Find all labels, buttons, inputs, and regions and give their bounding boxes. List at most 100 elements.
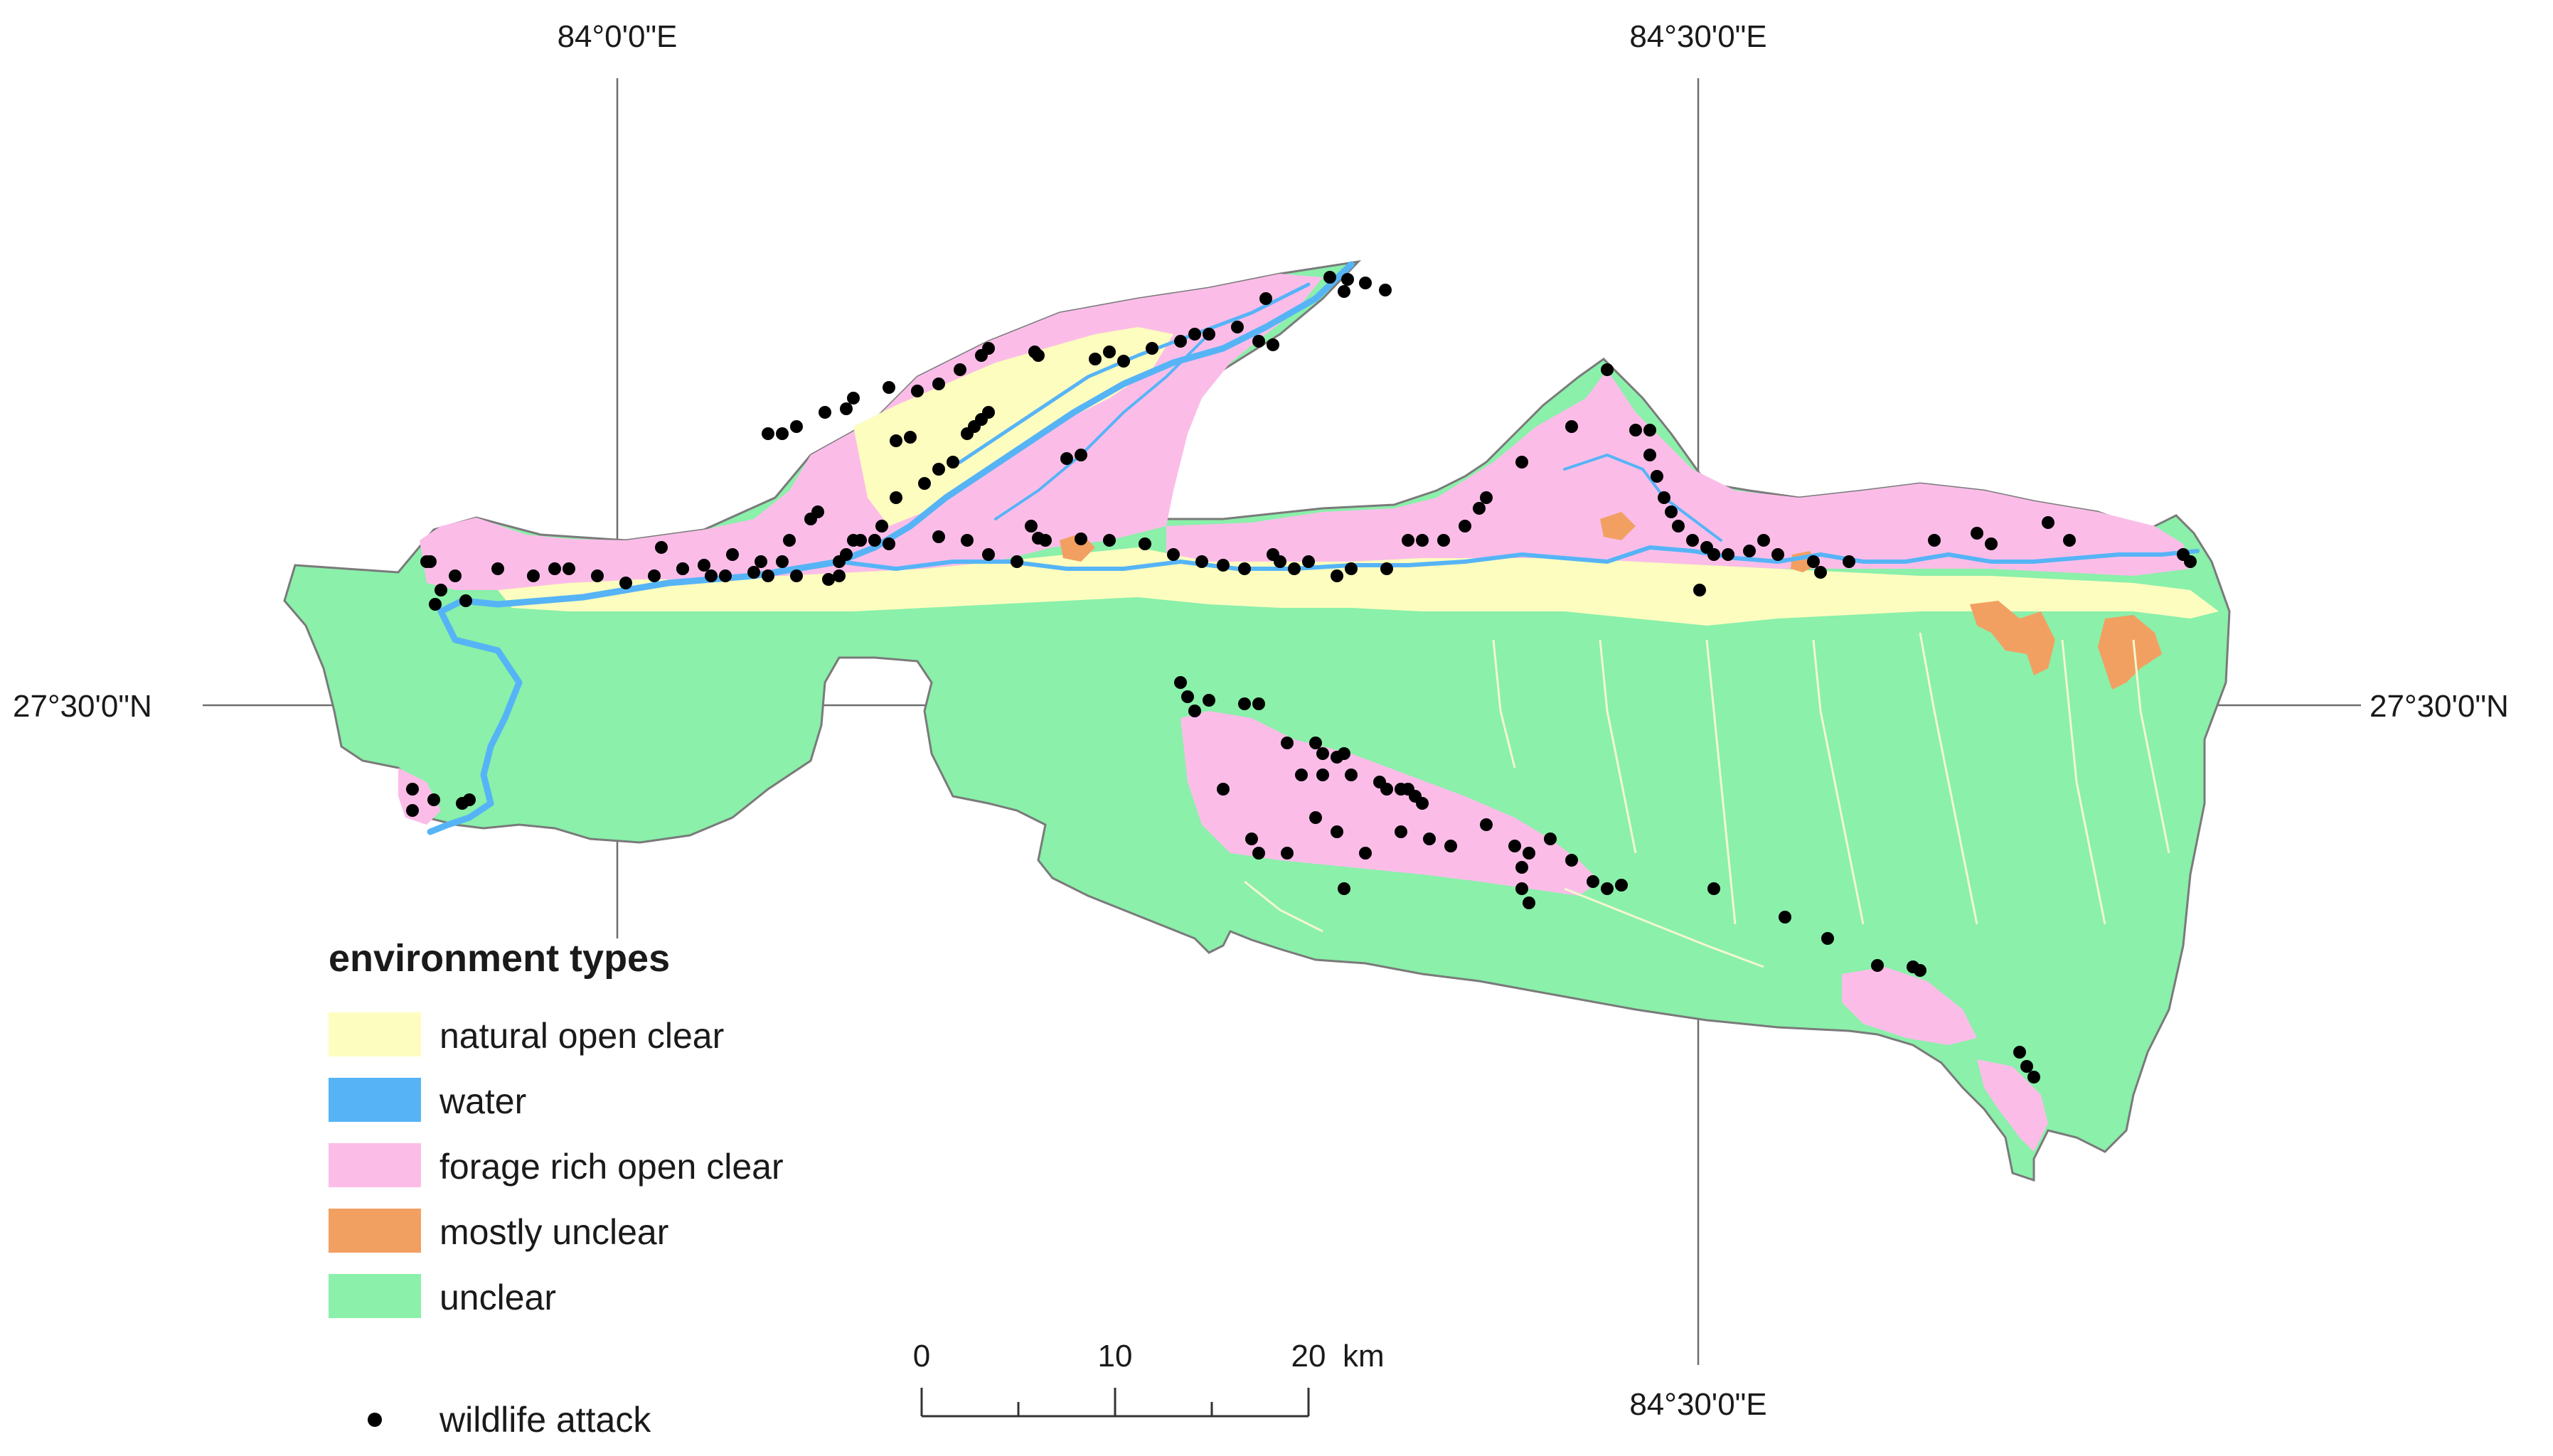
wildlife-attack-point	[1338, 285, 1350, 298]
graticule-labels: 84°0'0"E 84°30'0"E 84°30'0"E 27°30'0"N 2…	[13, 19, 2509, 1422]
scale-label-20: 20	[1291, 1339, 1326, 1374]
wildlife-attack-point	[932, 530, 945, 543]
wildlife-attack-point	[1523, 847, 1535, 860]
wildlife-attack-point	[755, 555, 767, 568]
wildlife-attack-point	[1089, 353, 1102, 365]
wildlife-attack-point	[1515, 882, 1528, 895]
scale-label-10: 10	[1098, 1339, 1133, 1374]
wildlife-attack-point	[1245, 833, 1258, 845]
wildlife-attack-point	[1615, 879, 1628, 892]
wildlife-attack-point	[804, 513, 817, 525]
wildlife-attack-point	[1188, 705, 1201, 717]
wildlife-attack-point	[1693, 584, 1706, 596]
wildlife-attack-point	[719, 569, 732, 582]
wildlife-attack-point	[1437, 534, 1450, 547]
legend-swatch-mostly-unclear	[329, 1209, 421, 1253]
legend-point-wildlife-attack	[368, 1413, 382, 1427]
wildlife-attack-point	[911, 385, 924, 397]
wildlife-attack-point	[420, 555, 433, 568]
wildlife-attack-point	[875, 520, 888, 532]
wildlife-attack-point	[1379, 284, 1392, 296]
wildlife-attack-point	[1281, 847, 1294, 860]
wildlife-attack-point	[429, 598, 442, 611]
wildlife-attack-point	[563, 562, 575, 575]
wildlife-attack-point	[1565, 854, 1578, 867]
wildlife-attack-point	[1139, 537, 1151, 550]
wildlife-attack-point	[1174, 676, 1187, 689]
wildlife-attack-point	[1075, 449, 1087, 461]
wildlife-attack-point	[705, 569, 718, 582]
wildlife-attack-point	[833, 569, 846, 582]
wildlife-attack-point	[449, 569, 462, 582]
wildlife-attack-point	[1707, 882, 1720, 895]
wildlife-attack-point	[726, 548, 739, 561]
wildlife-attack-point	[833, 555, 846, 568]
wildlife-attack-point	[648, 569, 661, 582]
wildlife-attack-point	[1316, 747, 1329, 760]
wildlife-attack-point	[1039, 534, 1052, 547]
wildlife-attack-point	[961, 534, 974, 547]
legend-title: environment types	[329, 937, 670, 980]
wildlife-attack-point	[1402, 534, 1414, 547]
legend-label-natural-open-clear: natural open clear	[439, 1016, 724, 1056]
wildlife-attack-point	[1380, 562, 1393, 575]
wildlife-attack-point	[904, 431, 917, 444]
wildlife-attack-point	[819, 406, 831, 419]
wildlife-attack-point	[1345, 562, 1358, 575]
wildlife-attack-point	[1416, 534, 1429, 547]
wildlife-attack-point	[1217, 559, 1230, 572]
wildlife-attack-point	[1515, 861, 1528, 874]
wildlife-attack-point	[1843, 555, 1855, 568]
wildlife-attack-point	[406, 783, 419, 796]
wildlife-attack-point	[1252, 847, 1265, 860]
legend-swatch-water	[329, 1078, 421, 1122]
wildlife-attack-point	[847, 392, 860, 405]
wildlife-attack-point	[1814, 566, 1827, 579]
wildlife-attack-point	[847, 534, 860, 547]
wildlife-attack-point	[1288, 562, 1301, 575]
wildlife-attack-point	[1459, 520, 1471, 532]
wildlife-attack-point	[776, 427, 789, 440]
wildlife-attack-point	[1515, 456, 1528, 469]
wildlife-attack-point	[982, 406, 995, 419]
wildlife-attack-point	[1252, 335, 1265, 348]
wildlife-attack-point	[1544, 833, 1557, 845]
wildlife-attack-point	[1971, 527, 1983, 540]
wildlife-attack-point	[1281, 737, 1294, 749]
wildlife-attack-point	[1075, 532, 1087, 545]
legend-swatch-natural-open-clear	[329, 1012, 421, 1056]
wildlife-attack-point	[1480, 818, 1493, 831]
legend-swatch-unclear	[329, 1274, 421, 1318]
wildlife-attack-point	[1259, 292, 1272, 305]
wildlife-attack-point	[2020, 1060, 2033, 1073]
region-tributaries	[1244, 632, 2170, 968]
wildlife-attack-point	[954, 363, 966, 376]
wildlife-attack-point	[762, 569, 774, 582]
wildlife-attack-point	[1203, 694, 1215, 707]
wildlife-attack-point	[1629, 424, 1642, 437]
scale-label-0: 0	[913, 1339, 930, 1374]
wildlife-attack-point	[890, 491, 902, 504]
wildlife-attack-point	[1928, 534, 1941, 547]
wildlife-attack-point	[1323, 271, 1336, 284]
wildlife-attack-point	[1302, 555, 1315, 568]
wildlife-attack-point	[591, 569, 604, 582]
wildlife-attack-point	[435, 584, 447, 596]
wildlife-attack-point	[655, 541, 668, 554]
wildlife-attack-point	[1444, 840, 1457, 852]
wildlife-attack-point	[2063, 534, 2076, 547]
wildlife-attack-point	[698, 559, 710, 572]
wildlife-attack-point	[1359, 277, 1372, 289]
wildlife-attack-point	[527, 569, 540, 582]
wildlife-attack-point	[918, 477, 931, 490]
wildlife-attack-point	[1807, 555, 1820, 568]
wildlife-attack-point	[840, 402, 853, 415]
legend-label-water: water	[439, 1081, 526, 1121]
wildlife-attack-point	[1658, 491, 1670, 504]
wildlife-attack-point	[747, 566, 760, 579]
wildlife-attack-point	[1309, 737, 1322, 749]
wildlife-attack-point	[1028, 346, 1041, 358]
wildlife-attack-point	[1686, 534, 1699, 547]
wildlife-attack-point	[1238, 562, 1251, 575]
